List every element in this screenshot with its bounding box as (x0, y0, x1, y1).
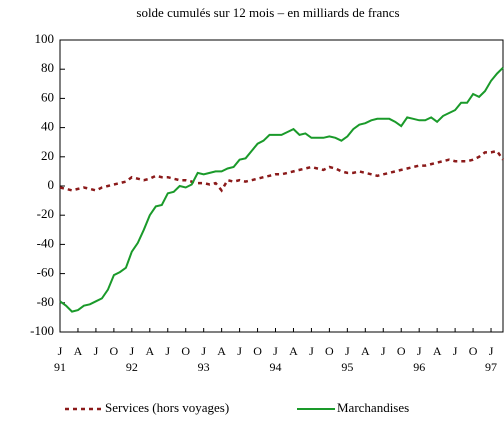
x-tick-label: J (165, 344, 170, 358)
y-tick-label: -80 (37, 294, 54, 309)
y-tick-label: 0 (48, 177, 55, 192)
x-year-label: 97 (485, 360, 497, 374)
series-line (59, 66, 504, 313)
x-tick-label: J (417, 344, 422, 358)
x-year-label: 94 (270, 360, 282, 374)
x-tick-label: O (110, 344, 119, 358)
x-tick-label: A (361, 344, 370, 358)
x-tick-label: O (253, 344, 262, 358)
y-tick-label: 40 (41, 119, 54, 134)
x-year-label: 93 (198, 360, 210, 374)
x-tick-label: J (201, 344, 206, 358)
x-tick-label: A (433, 344, 442, 358)
y-tick-label: 100 (35, 31, 55, 46)
series-line (59, 149, 504, 193)
chart-title: solde cumulés sur 12 mois – en milliards… (136, 5, 399, 20)
y-tick-label: 20 (41, 148, 54, 163)
x-tick-label: A (145, 344, 154, 358)
legend-label: Services (hors voyages) (105, 400, 229, 415)
x-tick-label: J (309, 344, 314, 358)
y-tick-label: -20 (37, 206, 54, 221)
x-tick-label: J (273, 344, 278, 358)
x-year-label: 91 (54, 360, 66, 374)
y-tick-label: -40 (37, 235, 54, 250)
x-tick-label: J (489, 344, 494, 358)
x-tick-label: J (381, 344, 386, 358)
x-year-label: 95 (341, 360, 353, 374)
x-year-label: 96 (413, 360, 425, 374)
x-tick-label: O (325, 344, 334, 358)
x-tick-label: O (181, 344, 190, 358)
x-tick-label: J (453, 344, 458, 358)
x-tick-label: J (237, 344, 242, 358)
x-tick-label: J (130, 344, 135, 358)
x-tick-label: O (469, 344, 478, 358)
x-tick-label: J (345, 344, 350, 358)
x-tick-label: J (94, 344, 99, 358)
x-tick-label: A (74, 344, 83, 358)
y-tick-label: -60 (37, 265, 54, 280)
x-tick-label: A (289, 344, 298, 358)
y-tick-label: 60 (41, 89, 54, 104)
x-tick-label: A (217, 344, 226, 358)
y-tick-label: -100 (30, 323, 54, 338)
x-tick-label: O (397, 344, 406, 358)
y-tick-label: 80 (41, 60, 54, 75)
x-tick-label: J (58, 344, 63, 358)
x-year-label: 92 (126, 360, 138, 374)
plot-frame (59, 39, 504, 333)
legend-label: Marchandises (337, 400, 409, 415)
